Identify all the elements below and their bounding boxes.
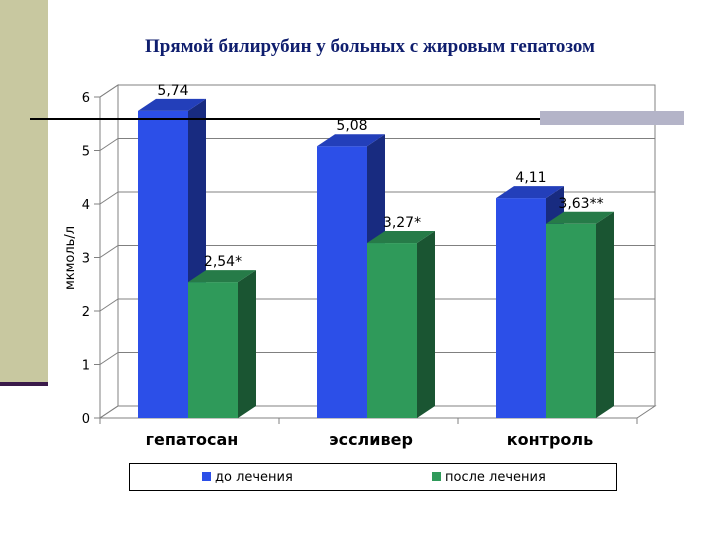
legend-label-after: после лечения <box>445 470 546 485</box>
bar-front <box>496 198 546 418</box>
y-axis-label: мкмоль/л <box>63 226 78 290</box>
bar-top <box>367 231 435 244</box>
y-tick-label: 5 <box>82 145 90 160</box>
gridline <box>99 191 655 205</box>
bar-top <box>317 134 385 147</box>
bar-front <box>317 146 367 418</box>
y-tick-label: 3 <box>82 252 90 267</box>
legend-label-before: до лечения <box>215 470 293 485</box>
legend-item-before: до лечения <box>202 470 293 485</box>
decorative-horizontal-rule <box>30 118 684 120</box>
bar-front <box>138 110 188 418</box>
gridline <box>99 138 655 151</box>
gridline <box>99 352 655 365</box>
y-tick-label: 6 <box>82 91 90 106</box>
gridline <box>99 298 655 312</box>
category-label: гепатосан <box>146 430 239 449</box>
category-label: эссливер <box>329 430 413 449</box>
slide-title: Прямой билирубин у больных с жировым геп… <box>144 36 595 57</box>
bar-top <box>138 98 206 111</box>
bar-side <box>596 211 614 418</box>
bar-top <box>546 211 614 224</box>
legend-swatch-before <box>202 472 211 481</box>
gridline <box>99 84 655 98</box>
gridline <box>99 245 655 258</box>
decorative-side-strip <box>0 0 48 383</box>
y-tick-label: 0 <box>82 412 90 427</box>
decorative-strip-underline <box>0 382 48 386</box>
bar-front <box>188 282 238 418</box>
gridline <box>99 405 655 419</box>
data-label: 2,54* <box>204 254 242 270</box>
bar-top <box>496 186 564 199</box>
data-label: 3,27* <box>383 215 421 231</box>
bar-top <box>188 270 256 283</box>
bar-front <box>546 223 596 418</box>
data-label: 5,74 <box>157 83 188 99</box>
data-label: 4,11 <box>515 170 546 186</box>
decorative-gray-bar <box>540 111 684 125</box>
bar-front <box>367 243 417 418</box>
chart-legend: до лечения после лечения <box>129 463 617 491</box>
data-label: 5,08 <box>336 118 367 134</box>
y-tick-label: 2 <box>82 305 90 320</box>
legend-item-after: после лечения <box>432 470 546 485</box>
y-tick-label: 1 <box>82 359 90 374</box>
bar-side <box>417 231 435 418</box>
category-label: контроль <box>507 430 593 449</box>
data-label: 3,63** <box>558 196 603 212</box>
bar-side <box>238 270 256 418</box>
legend-swatch-after <box>432 472 441 481</box>
y-tick-label: 4 <box>82 198 90 213</box>
